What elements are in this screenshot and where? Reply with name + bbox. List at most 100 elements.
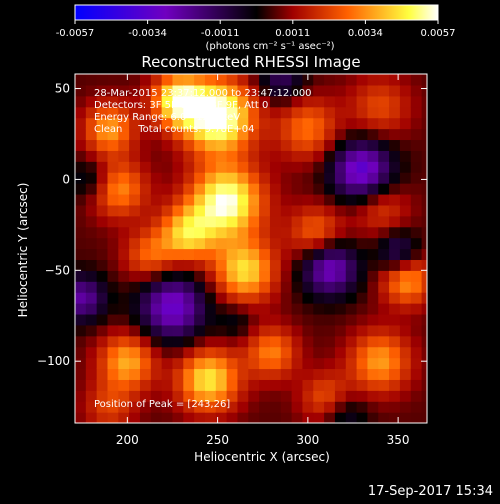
heatmap-cell: [161, 117, 174, 130]
heatmap-cell: [259, 215, 271, 228]
heatmap-cell: [389, 172, 401, 184]
heatmap-cell: [302, 204, 314, 217]
heatmap-cell: [356, 390, 369, 402]
heatmap-cell: [259, 84, 271, 97]
heatmap-cell: [183, 139, 195, 151]
heatmap-cell: [291, 303, 304, 315]
heatmap-cell: [75, 281, 87, 293]
heatmap-cell: [269, 193, 282, 206]
heatmap-cell: [107, 379, 119, 391]
heatmap-cell: [248, 346, 260, 359]
heatmap-cell: [367, 204, 379, 217]
heatmap-cell: [259, 379, 271, 391]
heatmap-cell: [129, 117, 141, 130]
heatmap-cell: [96, 226, 109, 239]
heatmap-cell: [324, 303, 336, 315]
heatmap-cell: [204, 324, 217, 337]
heatmap-cell: [172, 390, 184, 402]
heatmap-cell: [118, 95, 130, 108]
annotation-detectors: Detectors: 3F 5F 6F 7F 8F 9F, Att 0: [94, 100, 268, 111]
heatmap-cell: [139, 139, 152, 151]
heatmap-cell: [313, 379, 325, 391]
heatmap-cell: [313, 204, 325, 217]
heatmap-cell: [313, 412, 325, 423]
heatmap-cell: [85, 281, 98, 293]
heatmap-cell: [259, 346, 271, 359]
heatmap-cell: [237, 259, 249, 271]
heatmap-cell: [237, 74, 249, 86]
heatmap-cell: [421, 346, 427, 359]
heatmap-cell: [345, 183, 358, 195]
heatmap-cell: [226, 117, 239, 130]
heatmap-cell: [334, 412, 347, 423]
heatmap-cell: [161, 204, 174, 217]
heatmap-cell: [139, 346, 152, 359]
y-tick-label: 50: [55, 82, 70, 96]
heatmap-cell: [334, 335, 347, 348]
heatmap-cell: [215, 390, 228, 402]
heatmap-cell: [399, 74, 412, 86]
heatmap-cell: [161, 150, 174, 162]
heatmap-cell: [150, 401, 163, 413]
heatmap-cell: [75, 161, 87, 173]
heatmap-cell: [215, 95, 228, 108]
heatmap-cell: [334, 248, 347, 261]
heatmap-cell: [139, 226, 152, 239]
heatmap-cell: [194, 172, 206, 184]
heatmap-cell: [291, 95, 304, 108]
heatmap-cell: [237, 117, 249, 130]
heatmap-cell: [324, 204, 336, 217]
heatmap-cell: [302, 335, 314, 348]
heatmap-cell: [172, 215, 184, 228]
heatmap-cell: [118, 313, 130, 326]
heatmap-cell: [85, 215, 98, 228]
heatmap-cell: [237, 346, 249, 359]
heatmap-cell: [118, 150, 130, 162]
heatmap-cell: [215, 139, 228, 151]
heatmap-cell: [302, 390, 314, 402]
heatmap-cell: [269, 412, 282, 423]
heatmap-cell: [139, 401, 152, 413]
heatmap-cell: [259, 390, 271, 402]
heatmap-cell: [226, 281, 239, 293]
heatmap-cell: [367, 313, 379, 326]
heatmap-cell: [367, 368, 379, 380]
heatmap-cell: [367, 335, 379, 348]
heatmap-cell: [302, 324, 314, 337]
heatmap-cell: [118, 412, 130, 423]
heatmap-cell: [345, 215, 358, 228]
heatmap-cell: [367, 95, 379, 108]
colorbar-tick-label: -0.0034: [128, 28, 167, 39]
heatmap-cell: [129, 401, 141, 413]
heatmap-cell: [324, 390, 336, 402]
heatmap-cell: [172, 324, 184, 337]
heatmap-cell: [302, 313, 314, 326]
heatmap-cell: [269, 204, 282, 217]
heatmap-cell: [345, 128, 358, 141]
heatmap-cell: [389, 237, 401, 250]
x-axis: 200 250 300 350: [116, 74, 410, 447]
heatmap-cell: [226, 368, 239, 380]
heatmap-cell: [237, 128, 249, 141]
heatmap-cell: [280, 303, 293, 315]
heatmap-cell: [356, 379, 369, 391]
heatmap-cell: [324, 183, 336, 195]
heatmap-cell: [107, 357, 119, 370]
heatmap-cell: [237, 379, 249, 391]
heatmap-cell: [291, 193, 304, 206]
heatmap-cell: [324, 172, 336, 184]
heatmap-cell: [85, 128, 98, 141]
heatmap-cell: [291, 346, 304, 359]
heatmap-cell: [75, 215, 87, 228]
heatmap-cell: [215, 335, 228, 348]
heatmap-cell: [96, 270, 109, 282]
heatmap-cell: [410, 150, 423, 162]
heatmap-cell: [248, 193, 260, 206]
heatmap-cell: [421, 106, 427, 119]
heatmap-cell: [139, 161, 152, 173]
heatmap-cell: [237, 401, 249, 413]
heatmap-cell: [345, 84, 358, 97]
heatmap-cell: [280, 106, 293, 119]
heatmap-cell: [334, 95, 347, 108]
heatmap-cell: [215, 226, 228, 239]
